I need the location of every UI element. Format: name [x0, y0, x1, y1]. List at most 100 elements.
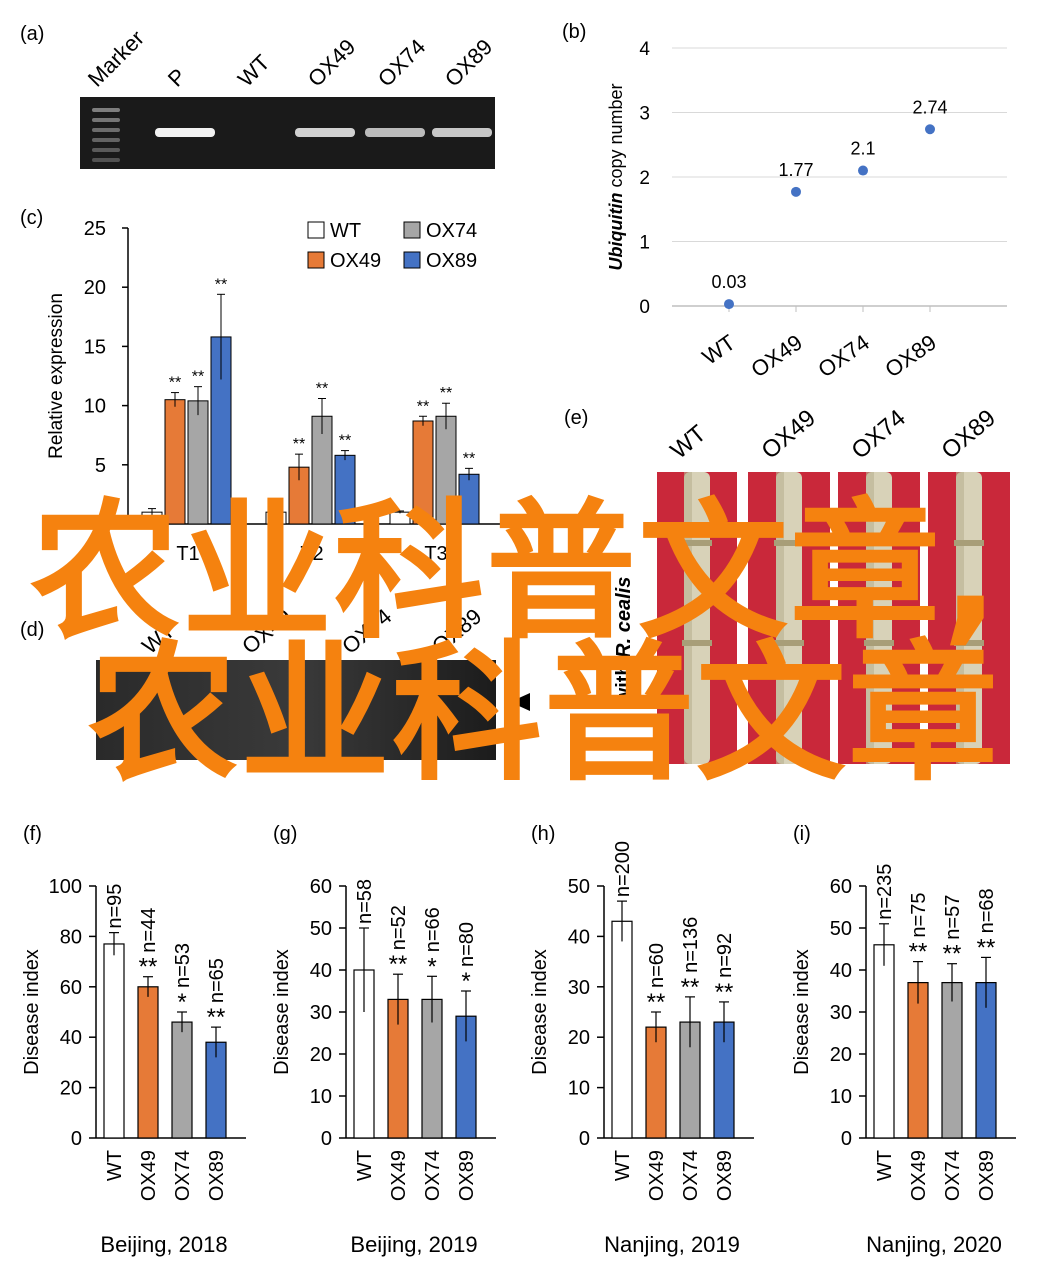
y-tick-label: 0	[841, 1128, 852, 1150]
panel-d-blot: (d) WT OX49 OX74 OX89	[20, 604, 530, 760]
bar-ox49	[137, 986, 159, 1139]
blot-background	[96, 660, 496, 760]
y-tick-label: 4	[639, 39, 650, 60]
stem-shadow	[776, 472, 784, 764]
significance-mark: **	[715, 979, 734, 1006]
x-tick-label-ox74: OX74	[172, 1150, 194, 1201]
significance-mark: **	[647, 989, 666, 1016]
gel-band-ox49	[295, 128, 355, 137]
photo-label-ox89: OX89	[937, 404, 1001, 464]
significance-mark: **	[909, 939, 928, 966]
y-tick-label: 50	[568, 876, 590, 898]
y-tick-label: 10	[84, 396, 106, 418]
gel-background	[80, 97, 495, 169]
sample-size-label: n=57	[942, 895, 964, 940]
significance-mark: **	[463, 450, 475, 467]
watermark-overlay-line-2: 农业科普文章	[88, 628, 1001, 802]
x-tick-label-ox74: OX74	[422, 1150, 444, 1201]
data-point-ox49	[791, 186, 801, 197]
y-axis-label-italic: Ubiquitin	[606, 193, 626, 271]
y-tick-label: 25	[84, 218, 106, 240]
x-tick-label-ox49: OX49	[908, 1150, 930, 1201]
y-axis-label: Disease index	[529, 949, 551, 1075]
y-tick-label: 100	[49, 876, 82, 898]
y-tick-label: 20	[60, 1078, 82, 1100]
panel-c-label: (c)	[20, 207, 43, 229]
significance-mark: **	[192, 369, 204, 386]
sample-size-label: n=53	[172, 943, 194, 988]
y-axis-label: Disease index	[21, 949, 43, 1075]
significance-mark: **	[417, 398, 429, 415]
sample-size-label: n=92	[714, 933, 736, 978]
y-tick-label: 30	[568, 977, 590, 999]
sample-size-label: n=60	[646, 943, 668, 988]
sample-size-label: n=44	[138, 908, 160, 953]
data-point-ox74	[858, 165, 868, 176]
sample-size-label: n=200	[612, 841, 634, 897]
y-tick-label: 2	[639, 168, 650, 189]
y-axis-label: Relative expression	[46, 293, 67, 459]
panel-a-gel: (a) Marker P WT OX49 OX74 OX89	[20, 23, 497, 169]
bar-ox74	[171, 1021, 193, 1139]
significance-mark: **	[215, 276, 227, 293]
stem-node	[774, 640, 804, 646]
significance-mark: *	[461, 968, 470, 995]
x-tick-label-ox89: OX89	[880, 330, 940, 383]
panel-e-label: (e)	[564, 407, 588, 429]
legend-swatch-ox89	[403, 251, 421, 269]
legend-label-ox49: OX49	[330, 250, 381, 272]
stem-shadow	[684, 472, 692, 764]
sample-size-label: n=95	[104, 884, 126, 929]
sample-size-label: n=235	[874, 864, 896, 920]
stem-node	[682, 640, 712, 646]
legend-swatch-wt	[307, 221, 325, 239]
y-tick-label: 60	[830, 876, 852, 898]
significance-mark: **	[207, 1004, 226, 1031]
y-tick-label: 30	[310, 1002, 332, 1024]
bar-ox49	[645, 1026, 667, 1139]
panel-b-scatter: (b) 0 1 2 3 4 Ubiquitin copy number WT 0.03 OX49 1…	[562, 21, 1007, 382]
x-tick-label-ox49: OX49	[646, 1150, 668, 1201]
sample-size-label: n=65	[206, 958, 228, 1003]
stem-node	[954, 540, 984, 546]
gel-band-ox89	[432, 128, 492, 137]
y-tick-label: 0	[579, 1128, 590, 1150]
gel-band-ox74	[365, 128, 425, 137]
arrowhead-icon	[510, 693, 530, 711]
y-tick-label: 80	[60, 926, 82, 948]
sample-size-label: n=136	[680, 917, 702, 973]
marker-ladder-band	[92, 138, 120, 142]
x-tick-label-ox89: OX89	[206, 1150, 228, 1201]
stem-shadow	[866, 472, 874, 764]
y-tick-label: 10	[830, 1086, 852, 1108]
y-tick-label: 20	[310, 1044, 332, 1066]
panel-d-label: (d)	[20, 619, 44, 641]
y-tick-label: 40	[830, 960, 852, 982]
bar-wt	[873, 944, 895, 1139]
y-tick-label: 10	[568, 1078, 590, 1100]
marker-ladder-band	[92, 108, 120, 112]
x-tick-label-ox49: OX49	[138, 1150, 160, 1201]
gel-band-p	[155, 128, 215, 137]
significance-mark: **	[169, 375, 181, 392]
x-category-label-t3: T3	[424, 543, 447, 565]
sample-size-label: n=80	[456, 922, 478, 967]
data-label-wt: 0.03	[711, 272, 746, 292]
x-tick-label-wt: WT	[612, 1150, 634, 1181]
y-tick-label: 60	[60, 977, 82, 999]
gel-lane-label-ox49: OX49	[303, 34, 360, 91]
legend-label-wt: WT	[330, 220, 361, 242]
y-tick-label: 20	[568, 1027, 590, 1049]
y-tick-label: 40	[568, 926, 590, 948]
x-tick-label-wt: WT	[698, 330, 740, 370]
stem-shadow	[956, 472, 964, 764]
bar-wt	[103, 943, 125, 1139]
gel-lane-label-wt: WT	[233, 50, 275, 92]
y-axis-label: Ubiquitin copy number	[606, 83, 626, 270]
bar-wt	[611, 920, 633, 1139]
y-tick-label: 40	[60, 1027, 82, 1049]
y-tick-label: 0	[71, 1128, 82, 1150]
